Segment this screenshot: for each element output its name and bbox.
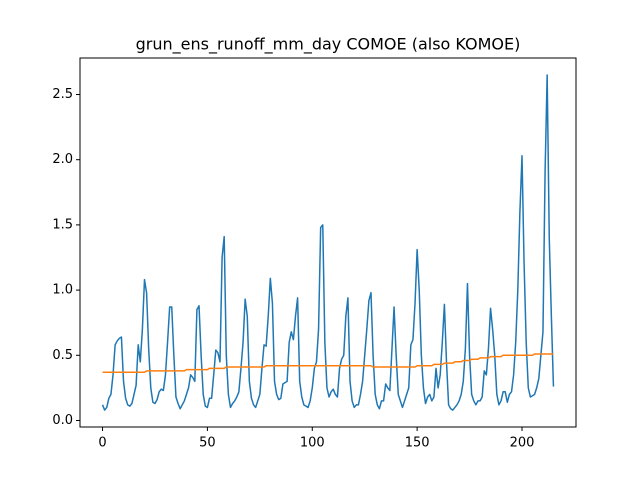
chart-title: grun_ens_runoff_mm_day COMOE (also KOMOE… (136, 35, 521, 55)
y-tick-label: 0.5 (52, 348, 73, 363)
x-tick-label: 0 (98, 436, 106, 451)
series-line (102, 353, 554, 373)
x-tick-label: 200 (510, 436, 535, 451)
y-tick-label: 1.0 (52, 283, 73, 298)
x-tick-label: 150 (405, 436, 430, 451)
y-tick-label: 0.0 (52, 413, 73, 428)
x-tick-label: 100 (300, 436, 325, 451)
x-tick-label: 50 (199, 436, 216, 451)
y-tick-label: 2.5 (52, 87, 73, 102)
series-line (101, 74, 555, 411)
axes-frame (79, 57, 577, 428)
y-tick-label: 2.0 (52, 152, 73, 167)
y-tick-label: 1.5 (52, 217, 73, 232)
